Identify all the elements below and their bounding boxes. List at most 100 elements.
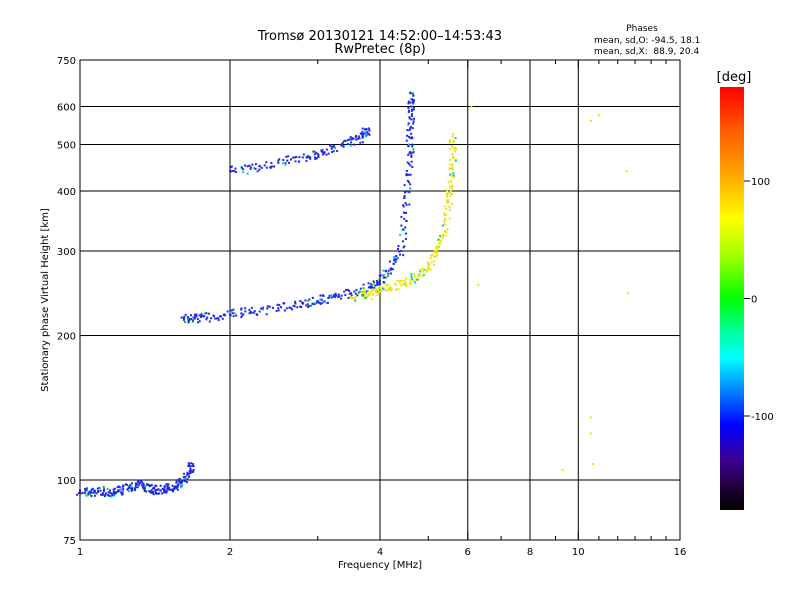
data-point [317,301,320,304]
data-point [400,215,403,218]
data-point [205,312,208,315]
chart-subtitle: RwPretec (8p) [334,42,425,57]
data-point [410,109,413,112]
data-point [99,493,102,496]
data-point [161,487,164,490]
data-point [330,294,333,297]
data-point [99,489,102,492]
data-point [235,314,238,317]
data-point [319,294,322,297]
data-point [357,291,360,294]
data-point [217,316,220,319]
data-point [212,314,215,317]
data-point [403,280,406,283]
data-point [277,161,280,164]
data-point [358,137,361,140]
data-point [336,150,339,153]
data-point [340,297,343,300]
data-point [313,153,316,156]
data-point [277,159,280,162]
data-point [390,267,393,270]
data-point [362,294,365,297]
data-point [150,489,153,492]
data-point [294,160,297,163]
data-point [369,285,372,288]
data-point [176,488,179,491]
data-point [449,186,452,189]
data-point [355,138,358,141]
data-point [449,174,452,177]
data-point [365,134,368,137]
data-point [452,172,455,175]
data-point [143,487,146,490]
data-point [407,106,410,109]
data-point [156,492,159,495]
data-point [270,162,273,165]
data-point [305,159,308,162]
data-point [439,242,442,245]
data-point [382,288,385,291]
data-point [97,491,100,494]
data-point [447,200,450,203]
data-point [190,462,193,465]
data-point [248,308,251,311]
data-point [187,321,190,324]
data-point [440,236,443,239]
data-point [242,171,245,174]
data-point [166,484,169,487]
data-point [320,298,323,301]
data-point [198,320,201,323]
data-point [336,295,339,298]
data-point [371,293,374,296]
data-point [410,273,413,276]
data-point [403,196,406,199]
data-point [373,281,376,284]
data-point [165,490,168,493]
data-point [306,299,309,302]
data-point [233,170,236,173]
data-point [402,240,405,243]
data-point [439,239,442,242]
data-point [260,166,263,169]
data-point [372,288,375,291]
data-point [397,245,400,248]
data-point [443,223,446,226]
data-point [412,151,415,154]
data-point [395,255,398,258]
data-point [190,318,193,321]
data-point [348,292,351,295]
data-point [86,489,89,492]
data-point [177,483,180,486]
data-point [432,260,435,263]
data-point [411,277,414,280]
data-point [138,482,141,485]
data-point [258,168,261,171]
data-point [380,289,383,292]
data-point [384,289,387,292]
data-point [244,307,247,310]
data-point [403,245,406,248]
data-point [361,134,364,137]
data-point [285,155,288,158]
data-point [451,187,454,190]
data-point [186,317,189,320]
data-point [403,184,406,187]
data-point [412,94,415,97]
data-point [361,141,364,144]
data-point [382,269,385,272]
data-point [408,203,411,206]
data-point [340,294,343,297]
data-point [189,472,192,475]
data-point [101,492,104,495]
phase-annotation-title: Phases [626,24,658,34]
data-point [470,105,473,108]
data-point [445,214,448,217]
data-point [91,487,94,490]
data-point [401,228,404,231]
data-point [445,231,448,234]
data-point [409,127,412,130]
data-point [163,490,166,493]
data-point [230,165,233,168]
data-point [288,306,291,309]
data-point [408,116,411,119]
